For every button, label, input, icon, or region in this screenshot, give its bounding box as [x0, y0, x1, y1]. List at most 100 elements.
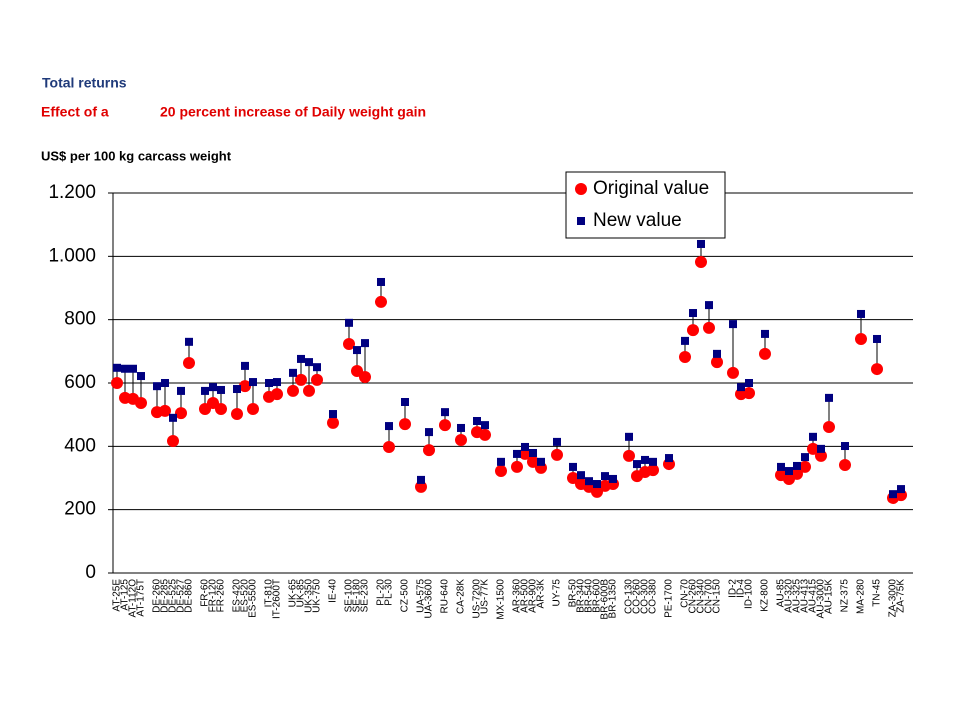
data-point [345, 318, 353, 327]
x-tick-label: AU-320 [784, 579, 795, 613]
x-tick-label: BR-600B [600, 579, 611, 620]
data-point [889, 490, 897, 499]
x-tick-label: AR-900 [528, 579, 539, 613]
data-point [791, 467, 803, 480]
x-tick-label: SE-180 [352, 579, 363, 613]
data-point [239, 380, 251, 393]
data-point [649, 457, 657, 466]
data-point [839, 459, 851, 472]
data-point [521, 442, 529, 451]
data-point [511, 460, 523, 473]
x-tick-label: US-77K [480, 579, 491, 614]
data-point [175, 407, 187, 420]
data-point [687, 324, 699, 337]
data-point [737, 383, 745, 392]
data-point [513, 449, 521, 458]
x-tick-label: MA-280 [856, 579, 867, 614]
x-tick-label: UA-3600 [424, 579, 435, 619]
x-tick-label: CZ-500 [400, 579, 411, 613]
data-point [529, 448, 537, 457]
x-tick-label: PE-1700 [664, 579, 675, 618]
data-point [375, 295, 387, 308]
data-point [377, 277, 385, 286]
x-tick-label: ID-100 [744, 579, 755, 609]
x-tick-label: SE-230 [360, 579, 371, 613]
data-point [287, 384, 299, 397]
x-tick-label: UK-85 [296, 579, 307, 608]
subtitle: Effect of a [41, 104, 109, 120]
data-point [343, 338, 355, 351]
x-tick-label: CA-28K [456, 579, 467, 614]
x-tick-label: AT-25E [112, 579, 123, 612]
data-point [359, 370, 371, 383]
x-tick-label: AU-85 [776, 579, 787, 608]
legend-box [565, 171, 726, 239]
data-point [873, 334, 881, 343]
x-tick-label: DE-285 [160, 579, 171, 613]
data-point [329, 410, 337, 419]
data-point [167, 434, 179, 447]
data-point [497, 457, 505, 466]
data-point [495, 465, 507, 478]
data-point [401, 398, 409, 406]
x-tick-label: AU-3000 [816, 579, 827, 619]
data-point [743, 387, 755, 400]
data-point [759, 347, 771, 360]
data-point [439, 419, 451, 432]
chart-title: Total returns [42, 75, 127, 91]
data-point [265, 379, 273, 387]
data-point [761, 329, 769, 338]
x-tick-label: FR-60 [200, 579, 211, 607]
data-point [233, 385, 241, 394]
x-tick-label: RU-640 [440, 579, 451, 614]
data-point [857, 309, 865, 318]
x-tick-label: CN-70 [680, 579, 691, 608]
x-tick-label: CO-380 [648, 579, 659, 614]
x-tick-label: CN-700 [704, 579, 715, 614]
data-point [855, 332, 867, 345]
x-tick-label: AT-112O [128, 579, 139, 618]
data-point [137, 372, 145, 381]
y-tick-label: 1.000 [48, 245, 96, 266]
x-tick-label: IE-40 [328, 579, 339, 603]
data-point [703, 321, 715, 334]
data-point [897, 485, 905, 494]
data-point [705, 301, 713, 310]
data-point [601, 472, 609, 481]
data-point [295, 373, 307, 386]
data-point [399, 418, 411, 431]
data-point [481, 421, 489, 430]
data-point [113, 363, 121, 372]
x-tick-label: IT-2600T [272, 579, 283, 619]
x-tick-label: ES-420 [232, 579, 243, 613]
data-point [423, 444, 435, 457]
data-point [249, 378, 257, 387]
y-tick-label: 800 [64, 309, 96, 330]
data-point [385, 422, 393, 431]
x-tick-label: AT-175T [136, 579, 147, 617]
data-point [473, 417, 481, 425]
data-point [647, 464, 659, 477]
data-point [273, 378, 281, 387]
subtitle: 20 percent increase of Daily weight gain [160, 104, 426, 120]
data-point [457, 423, 465, 432]
data-point [297, 354, 305, 363]
data-point [305, 358, 313, 367]
x-tick-label: BR-50 [568, 579, 579, 608]
data-point [169, 413, 177, 422]
x-tick-label: CN-150 [712, 579, 723, 614]
x-tick-label: PL-30 [384, 579, 395, 606]
data-point [745, 379, 753, 387]
data-point [793, 461, 801, 470]
data-point [159, 404, 171, 417]
x-tick-label: ES-520 [240, 579, 251, 613]
x-tick-label: UK-65 [288, 579, 299, 608]
data-point [231, 408, 243, 421]
data-point [551, 448, 563, 461]
data-point [217, 385, 225, 394]
data-point [353, 346, 361, 355]
data-point [289, 368, 297, 377]
data-point [633, 460, 641, 469]
data-point [713, 349, 721, 358]
data-point [327, 416, 339, 429]
